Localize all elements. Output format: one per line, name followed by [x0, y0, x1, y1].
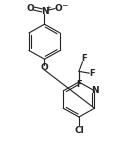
Text: F: F [89, 69, 94, 78]
Text: F: F [75, 80, 81, 89]
Text: −: − [61, 1, 67, 10]
Text: N: N [90, 86, 97, 95]
Text: N: N [40, 7, 48, 16]
Text: F: F [80, 54, 86, 63]
Text: O: O [26, 4, 34, 13]
Text: O: O [40, 63, 48, 72]
Text: +: + [45, 5, 50, 11]
Text: Cl: Cl [73, 126, 83, 135]
Text: O: O [54, 4, 62, 13]
